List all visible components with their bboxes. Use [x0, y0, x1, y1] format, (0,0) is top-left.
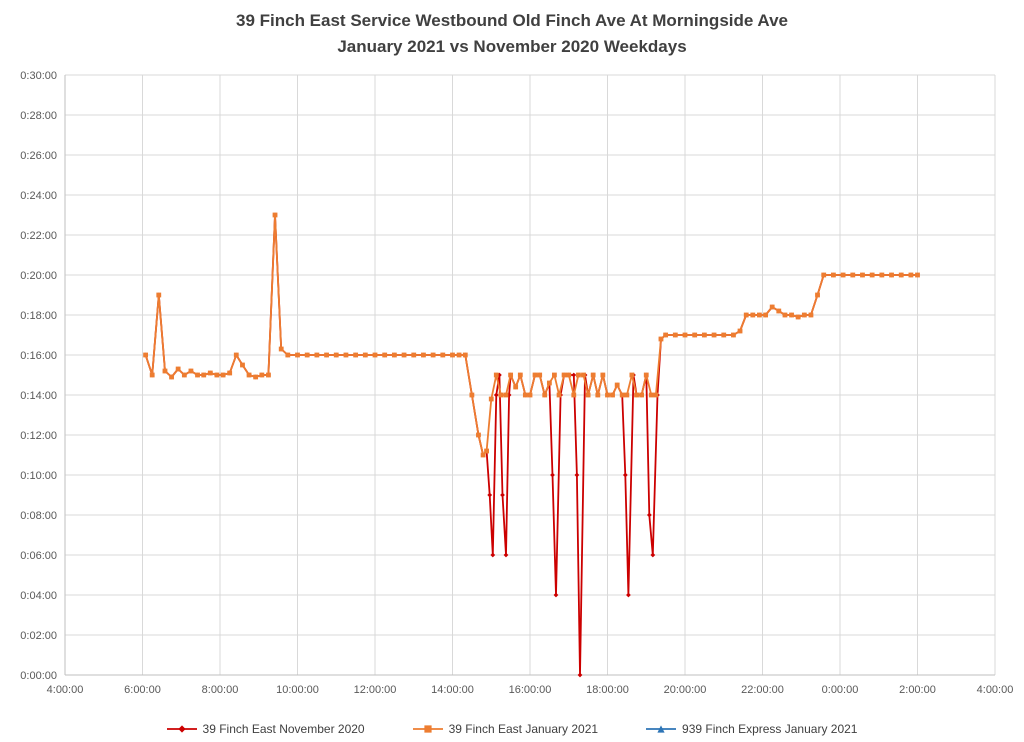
y-tick-label: 0:24:00 — [20, 190, 57, 202]
y-tick-label: 0:22:00 — [20, 230, 57, 242]
legend-label: 39 Finch East November 2020 — [202, 722, 365, 736]
legend-item-39-finch-east-january-2021: 39 Finch East January 2021 — [412, 722, 599, 736]
legend-item-939-finch-express-january-2021: 939 Finch Express January 2021 — [646, 722, 857, 736]
x-tick-label: 12:00:00 — [354, 684, 397, 696]
series-39-finch-east-november-2020 — [143, 212, 920, 678]
x-tick-label: 6:00:00 — [124, 684, 161, 696]
x-tick-label: 16:00:00 — [509, 684, 552, 696]
legend-triangle-marker-icon — [646, 725, 677, 733]
chart-legend: 39 Finch East November 2020 39 Finch East… — [0, 722, 1024, 736]
chart-svg: 0:00:00 0:02:00 0:04:00 0:06:00 0:08:00 0:10:… — [20, 70, 1013, 696]
x-tick-label: 14:00:00 — [431, 684, 474, 696]
y-tick-label: 0:26:00 — [20, 150, 57, 162]
x-tick-label: 10:00:00 — [276, 684, 319, 696]
x-tick-label: 4:00:00 — [977, 684, 1014, 696]
y-tick-label: 0:28:00 — [20, 110, 57, 122]
y-tick-label: 0:12:00 — [20, 430, 57, 442]
chart-title-line2: January 2021 vs November 2020 Weekdays — [337, 37, 687, 56]
x-tick-label: 20:00:00 — [664, 684, 707, 696]
y-tick-label: 0:02:00 — [20, 630, 57, 642]
legend-diamond-marker-icon — [166, 725, 197, 733]
y-tick-label: 0:06:00 — [20, 550, 57, 562]
x-tick-label: 22:00:00 — [741, 684, 784, 696]
y-tick-label: 0:30:00 — [20, 70, 57, 82]
y-tick-label: 0:04:00 — [20, 590, 57, 602]
y-tick-label: 0:20:00 — [20, 270, 57, 282]
y-tick-label: 0:10:00 — [20, 470, 57, 482]
x-tick-label: 2:00:00 — [899, 684, 936, 696]
x-tick-label: 0:00:00 — [822, 684, 859, 696]
legend-square-marker-icon — [412, 725, 443, 733]
legend-item-39-finch-east-november-2020: 39 Finch East November 2020 — [166, 722, 365, 736]
y-tick-label: 0:18:00 — [20, 310, 57, 322]
chart-title-line1: 39 Finch East Service Westbound Old Finc… — [236, 11, 788, 30]
x-tick-label: 8:00:00 — [202, 684, 239, 696]
x-tick-label: 18:00:00 — [586, 684, 629, 696]
legend-label: 39 Finch East January 2021 — [448, 722, 599, 736]
chart-title: 39 Finch East Service Westbound Old Finc… — [0, 8, 1024, 60]
series-39-finch-east-january-2021 — [143, 212, 920, 458]
x-tick-label: 4:00:00 — [47, 684, 84, 696]
y-tick-label: 0:14:00 — [20, 390, 57, 402]
legend-label: 939 Finch Express January 2021 — [682, 722, 858, 736]
y-tick-label: 0:00:00 — [20, 670, 57, 682]
y-tick-label: 0:08:00 — [20, 510, 57, 522]
gridlines — [64, 74, 996, 676]
y-tick-label: 0:16:00 — [20, 350, 57, 362]
axes — [64, 75, 995, 676]
axis-labels: 0:00:00 0:02:00 0:04:00 0:06:00 0:08:00 0:10:… — [20, 70, 1013, 696]
